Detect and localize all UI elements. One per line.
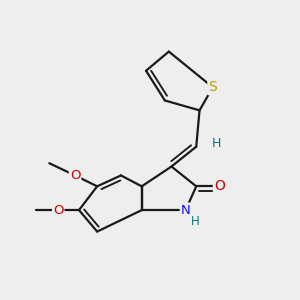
Text: H: H	[190, 215, 199, 228]
Text: S: S	[208, 80, 217, 94]
Text: N: N	[181, 204, 190, 217]
Text: O: O	[53, 204, 63, 217]
Text: H: H	[212, 137, 221, 150]
Text: O: O	[214, 179, 225, 193]
Text: O: O	[70, 169, 80, 182]
